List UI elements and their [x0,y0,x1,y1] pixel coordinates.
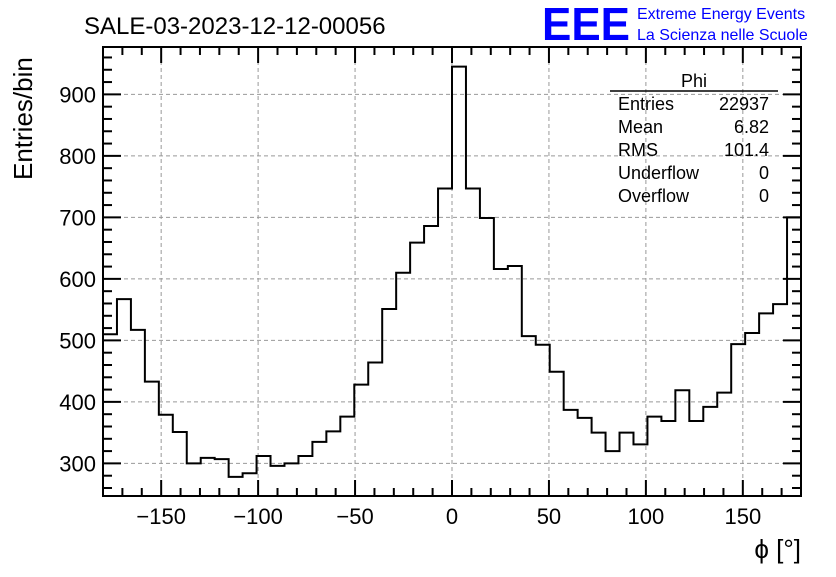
histogram-bin [424,226,438,496]
histogram-bin [480,218,494,496]
histogram-bin [452,67,466,496]
stats-value: 6.82 [734,117,769,137]
histogram-bin [703,407,717,496]
histogram-bin [689,421,703,496]
y-tick-label: 400 [59,390,96,415]
histogram-bin [564,410,578,496]
histogram-bin [117,299,131,496]
histogram-bin [173,432,187,496]
x-tick-label: −100 [233,504,283,529]
y-tick-label: 700 [59,205,96,230]
stats-label: Mean [618,117,663,137]
histogram-bin [368,363,382,496]
x-tick-label: 100 [628,504,665,529]
histogram-bin [745,333,759,496]
x-axis-label: ϕ [°] [754,534,801,564]
stats-value: 0 [759,186,769,206]
stats-title: Phi [681,71,707,91]
histogram-bin [466,188,480,496]
histogram-bin [354,385,368,496]
stats-label: Overflow [618,186,690,206]
histogram-bin [312,442,326,496]
x-tick-label: −50 [336,504,373,529]
histogram-bin [145,382,159,496]
chart-title: SALE-03-2023-12-12-00056 [84,13,386,40]
histogram-bin [536,345,550,496]
stats-value: 0 [759,163,769,183]
histogram-bin [438,188,452,496]
histogram-bin [550,372,564,496]
stats-box: Phi Entries 22937 Mean 6.82 RMS 101.4 Underflo… [610,71,778,206]
histogram-bin [215,459,229,496]
logo-mark: EEE [542,0,630,50]
histogram-bin [508,266,522,496]
histogram-bin [522,336,536,496]
y-axis-label: Entries/bin [8,57,38,180]
y-tick-label: 800 [59,144,96,169]
histogram-bin [717,393,731,496]
logo-line1: Extreme Energy Events [637,6,805,23]
histogram-bin [661,421,675,496]
eee-logo: EEE Extreme Energy Events La Scienza nel… [542,0,808,50]
histogram-bin [494,269,508,496]
x-tick-label: 150 [724,504,761,529]
histogram-outline [103,65,802,496]
stats-label: RMS [618,140,658,160]
histogram-bin [787,217,801,496]
histogram-bin [298,456,312,496]
x-tick-label: 50 [537,504,561,529]
histogram-bin [396,273,410,496]
histogram-bin [410,243,424,496]
axes: −150 −100 −50 0 50 100 150 300 400 500 600 700 800 90… [59,46,802,529]
histogram-bin [578,418,592,496]
histogram-bin [675,390,689,496]
stats-label: Underflow [618,163,700,183]
histogram-bin [620,433,634,496]
x-tick-label: −150 [136,504,186,529]
y-tick-label: 300 [59,451,96,476]
y-tick-label: 900 [59,82,96,107]
logo-line2: La Scienza nelle Scuole [637,27,808,44]
histogram-bin [773,304,787,496]
y-tick-label: 600 [59,267,96,292]
stats-label: Entries [618,94,674,114]
x-tick-label: 0 [446,504,458,529]
histogram-bin [229,477,243,496]
histogram-bin [340,417,354,496]
histogram-bin [131,330,145,496]
histogram-bins [103,65,802,496]
stats-value: 101.4 [724,140,769,160]
stats-value: 22937 [719,94,769,114]
histogram-bin [382,309,396,496]
histogram-bin [592,433,606,496]
y-tick-label: 500 [59,328,96,353]
grid [103,47,801,496]
histogram-bin [187,463,201,496]
histogram-bin [647,417,661,496]
histogram-bin [243,473,257,496]
